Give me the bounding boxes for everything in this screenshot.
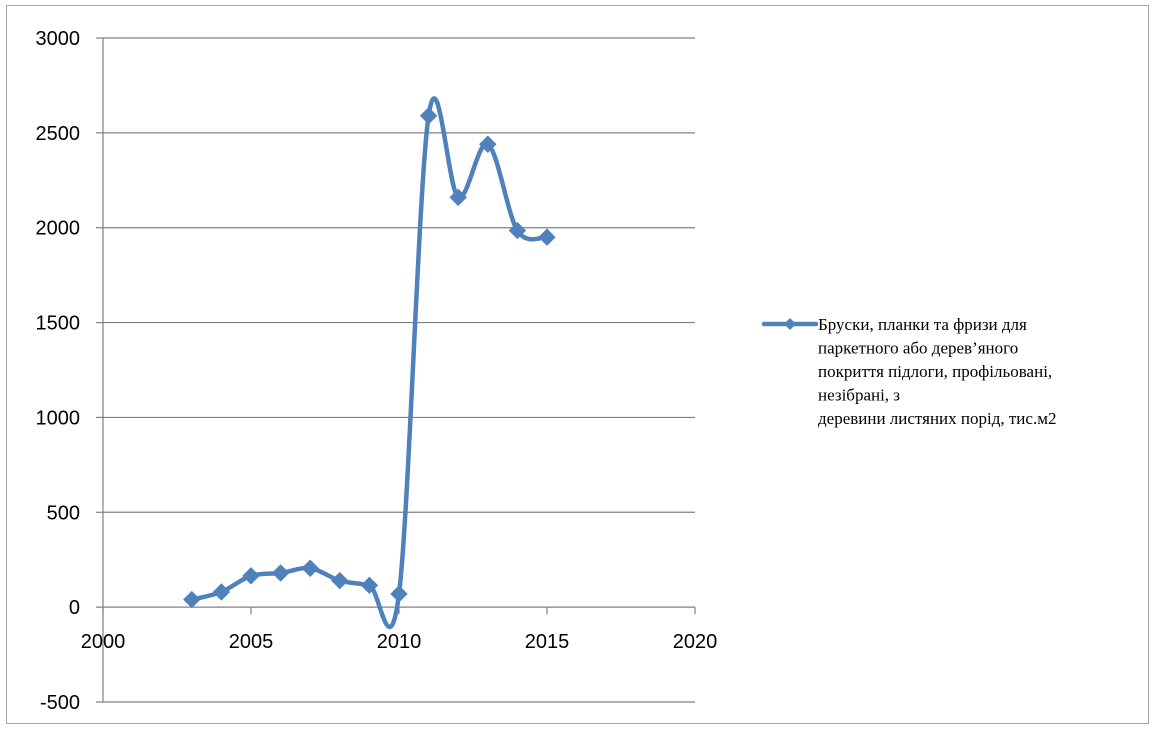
data-point [212,583,231,601]
data-point [390,585,408,603]
y-tick-label: 500 [47,502,80,524]
chart-border [6,5,1149,724]
data-point [479,135,497,153]
y-tick-label: 1500 [36,313,81,335]
y-tick-label: 0 [69,597,80,619]
x-tick-label: 2005 [229,631,274,653]
data-point [271,564,290,582]
y-tick-label: 1000 [36,407,81,429]
data-point [538,228,556,246]
data-point [360,576,379,595]
y-tick-label: 3000 [36,28,81,50]
legend-label-line: незібрані, з [818,386,900,405]
data-point [242,567,260,585]
legend-label-line: паркетного або дерев’яного [818,339,1018,358]
gridlines [103,37,695,703]
x-tick-label: 2015 [525,631,570,653]
legend: Бруски, планки та фризи для паркетного аб… [761,315,1056,428]
axes: -500 0 500 1000 1500 2000 2500 3000 2000 2005 2010… [36,28,718,714]
legend-label-line: Бруски, планки та фризи для [818,315,1027,334]
series-group [183,96,556,630]
legend-label-line: покриття підлоги, профільовані, [818,362,1052,381]
data-point [508,221,527,240]
data-point [183,590,201,609]
y-tick-label: 2000 [36,218,81,240]
data-point [301,559,319,577]
x-tick-label: 2020 [673,631,718,653]
x-tick-label: 2010 [377,631,422,653]
data-point [331,571,349,590]
y-tick-label: -500 [40,692,80,714]
data-point [419,107,438,125]
x-tick-label: 2000 [81,631,126,653]
legend-marker [784,318,796,330]
y-tick-label: 2500 [36,123,81,145]
data-point [449,188,467,207]
legend-label-line: деревини листяних порід, тис.м2 [818,409,1056,428]
